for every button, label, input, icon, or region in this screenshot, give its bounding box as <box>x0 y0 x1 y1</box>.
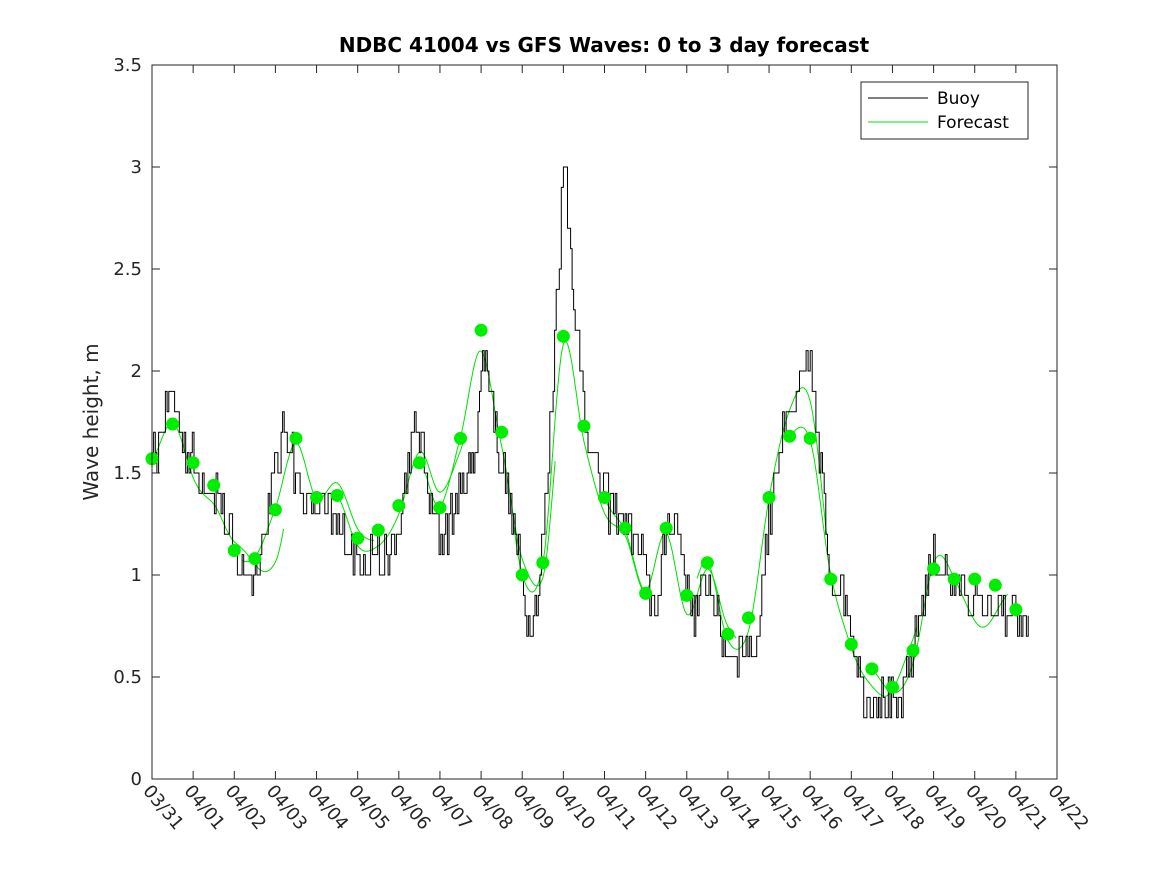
forecast-dot <box>741 611 755 625</box>
y-axis: 0 0.5 1 1.5 2 2.5 3 3.5 <box>113 55 1057 790</box>
forecast-dot <box>495 425 509 439</box>
forecast-dot <box>618 521 632 535</box>
forecast-dot <box>248 552 262 566</box>
forecast-dot <box>433 501 447 515</box>
forecast-dot <box>474 323 488 337</box>
forecast-dot <box>454 431 468 445</box>
y-tick-label: 3 <box>131 157 142 178</box>
chart-title: NDBC 41004 vs GFS Waves: 0 to 3 day fore… <box>339 33 870 57</box>
y-tick-label: 1.5 <box>113 463 142 484</box>
buoy-series <box>152 166 1029 719</box>
forecast-line <box>875 554 1008 694</box>
forecast-dot <box>639 586 653 600</box>
forecast-dot <box>844 637 858 651</box>
forecast-dot <box>598 490 611 504</box>
forecast-line <box>242 442 375 563</box>
forecast-dot <box>268 503 282 517</box>
forecast-dot <box>762 490 776 504</box>
forecast-dot <box>227 544 241 558</box>
forecast-dot <box>783 429 797 443</box>
y-tick-label: 0 <box>131 769 142 790</box>
forecast-dot <box>310 490 324 504</box>
y-tick-label: 0.5 <box>113 667 142 688</box>
forecast-dot <box>927 562 941 576</box>
forecast-dot <box>412 456 426 470</box>
y-tick-label: 2.5 <box>113 259 142 280</box>
forecast-dot <box>885 680 899 694</box>
y-tick-label: 3.5 <box>113 55 142 76</box>
forecast-dot <box>824 572 838 586</box>
forecast-dot <box>968 572 982 586</box>
forecast-dot <box>700 556 714 570</box>
forecast-dot <box>186 456 200 470</box>
forecast-dot <box>721 627 735 641</box>
forecast-dot <box>865 662 879 676</box>
legend: Buoy Forecast <box>860 81 1029 140</box>
forecast-dot <box>392 499 406 513</box>
forecast-dot <box>289 431 303 445</box>
forecast-dot <box>371 523 385 537</box>
forecast-dot <box>166 417 180 431</box>
y-axis-label: Wave height, m <box>79 343 103 500</box>
forecast-dot <box>536 556 550 570</box>
y-tick-label: 2 <box>131 361 142 382</box>
forecast-line <box>425 350 556 587</box>
forecast-dot <box>1009 603 1023 617</box>
legend-buoy-label: Buoy <box>937 89 980 109</box>
forecast-dot <box>207 478 221 492</box>
forecast-dot <box>906 643 920 657</box>
legend-forecast-label: Forecast <box>937 113 1009 133</box>
forecast-dot <box>988 578 1002 592</box>
plot-area <box>152 65 1057 779</box>
forecast-dot <box>659 521 673 535</box>
forecast-dot <box>515 568 529 582</box>
y-tick-label: 1 <box>131 565 142 586</box>
legend-box <box>860 81 1029 140</box>
forecast-dot <box>556 329 570 343</box>
forecast-dot <box>351 531 365 545</box>
forecast-dot <box>330 488 344 502</box>
forecast-dot <box>947 572 961 586</box>
forecast-dot <box>680 588 694 602</box>
forecast-dots <box>145 323 1023 694</box>
forecast-dot <box>803 431 817 445</box>
buoy-line <box>152 166 1029 719</box>
forecast-dot <box>577 419 591 433</box>
